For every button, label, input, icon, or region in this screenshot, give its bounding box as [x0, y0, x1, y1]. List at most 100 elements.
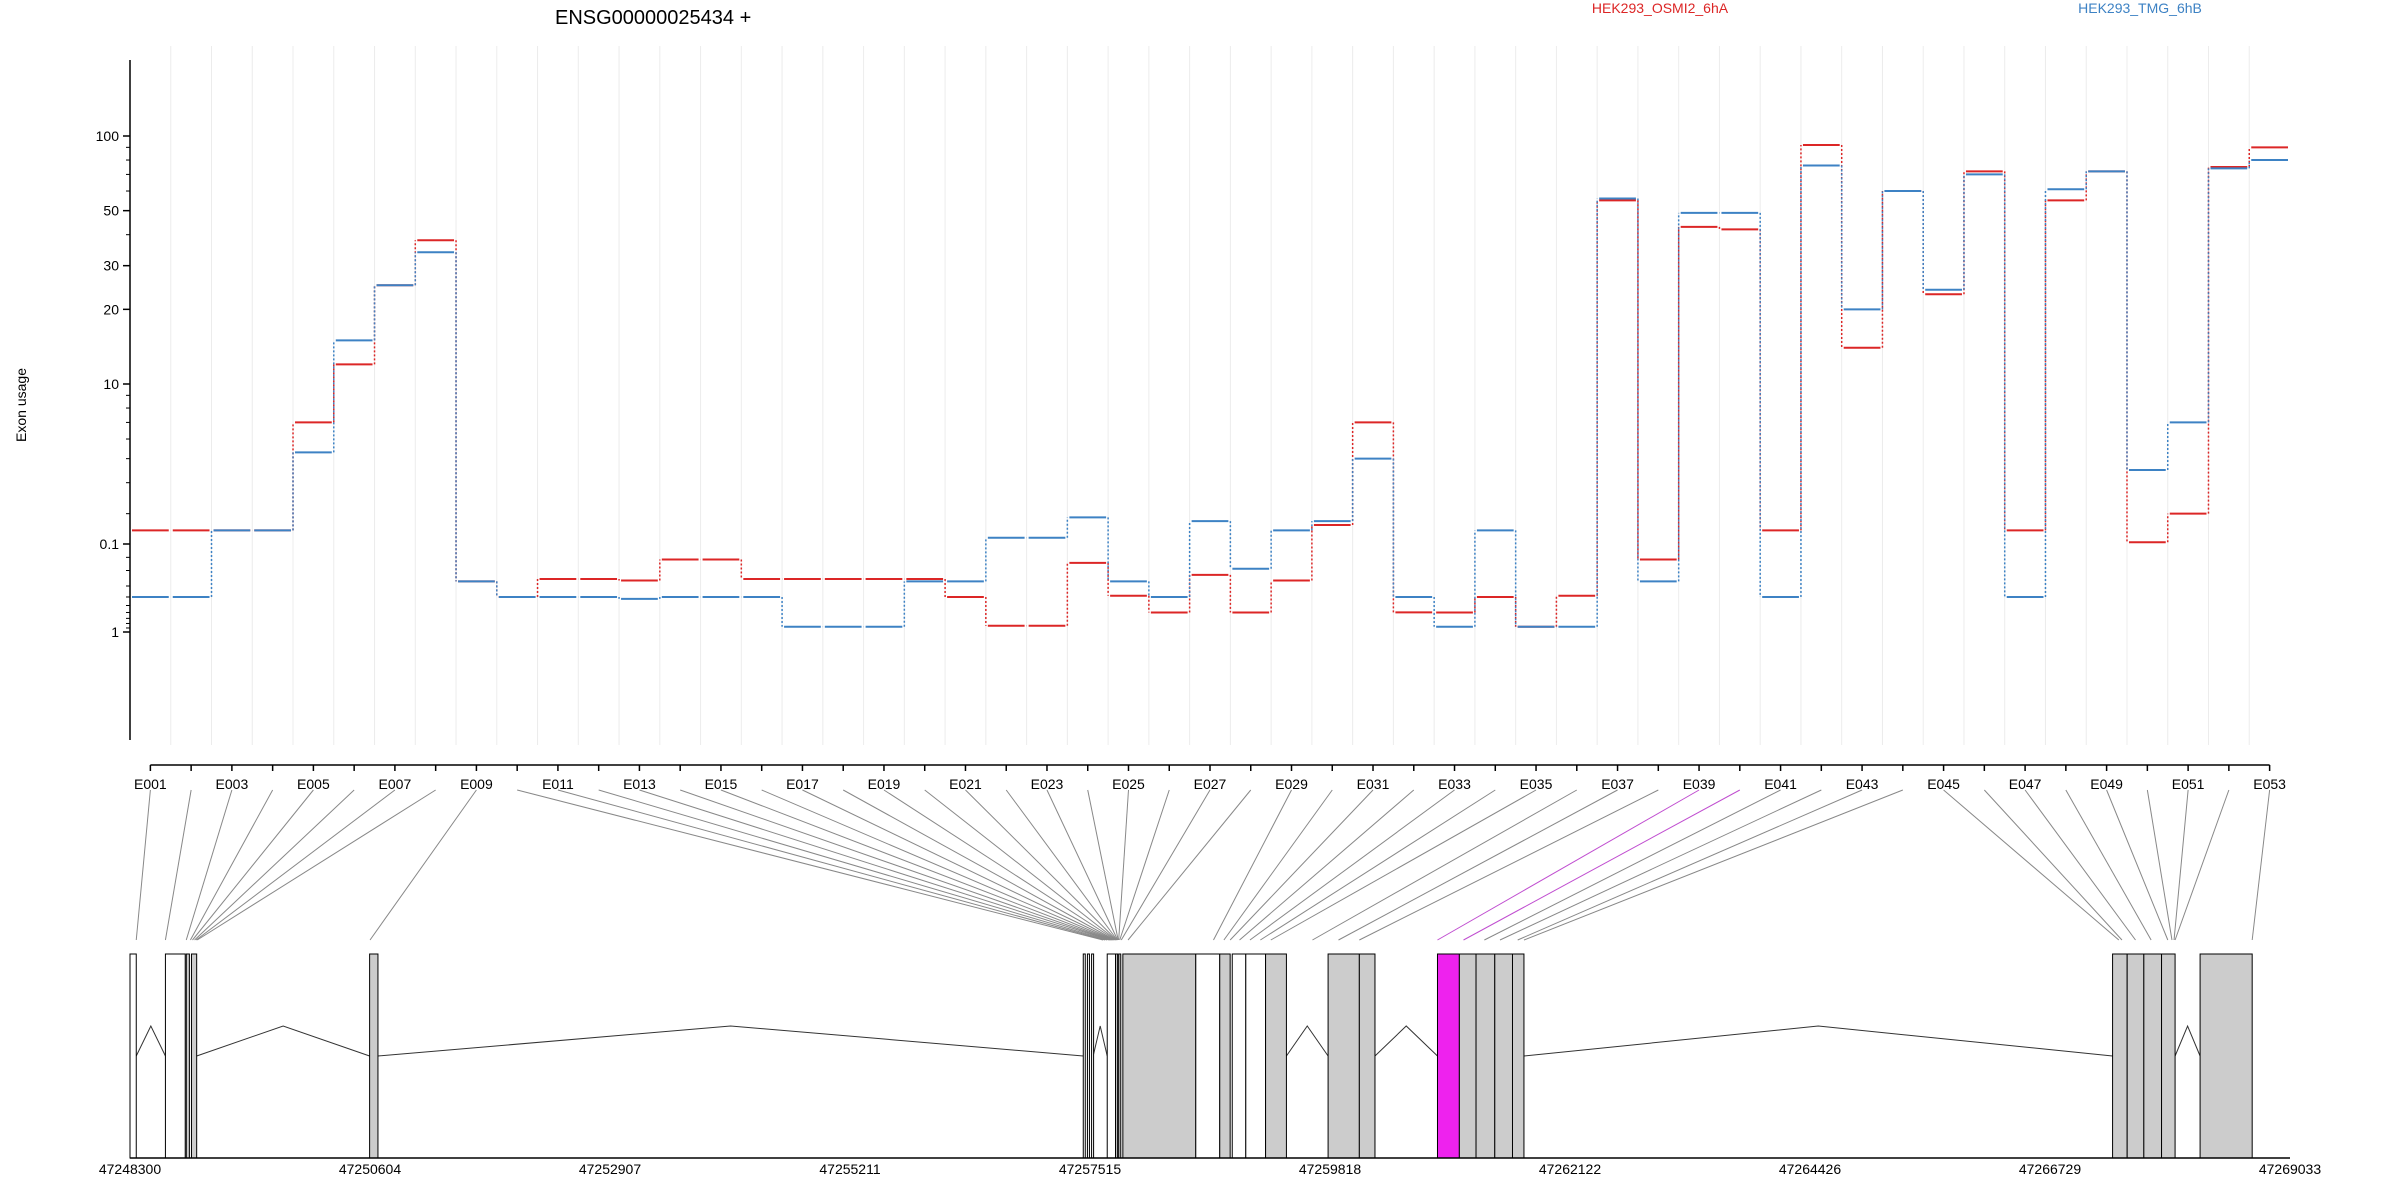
chart-title: ENSG00000025434 + — [555, 7, 751, 29]
exon-connector-line — [1127, 789, 1252, 941]
exon-connector-line — [2174, 789, 2230, 941]
exon-tick-label: E051 — [2172, 776, 2205, 792]
exon-block — [1436, 953, 1460, 1159]
exon-connector-line — [924, 789, 1117, 941]
intron-line — [1374, 1025, 1438, 1057]
series-lines — [132, 143, 2288, 628]
exon-tick-label: E047 — [2009, 776, 2042, 792]
exon-tick-label: E037 — [1601, 776, 1634, 792]
exon-block — [1475, 953, 1496, 1159]
gene-model — [129, 953, 2253, 1159]
exon-connector-line — [2251, 789, 2271, 941]
intron-line — [377, 1025, 1084, 1057]
exon-connector-line — [2146, 789, 2173, 941]
y-axis-label: Exon usage — [13, 368, 29, 442]
exon-connector-line — [1213, 789, 1292, 941]
exon-block — [1082, 953, 1086, 1159]
exon-block — [1118, 953, 1122, 1159]
exon-block — [185, 953, 190, 1159]
exon-block — [1494, 953, 1513, 1159]
exon-connector-line — [1312, 789, 1578, 941]
exon-block — [129, 953, 137, 1159]
exon-connector-line — [557, 789, 1106, 941]
exon-connector-line — [639, 789, 1110, 941]
exon-connector-line — [1005, 789, 1118, 941]
exon-connector-line — [598, 789, 1108, 941]
exon-connector-line — [1249, 789, 1455, 941]
exon-tick-label: E045 — [1927, 776, 1960, 792]
exon-tick-label: E049 — [2090, 776, 2123, 792]
exon-block — [2126, 953, 2145, 1159]
exon-connector-line — [369, 789, 477, 941]
y-tick-label: 1 — [111, 624, 119, 640]
exon-block — [2112, 953, 2128, 1159]
exon-connector-line — [2065, 789, 2152, 941]
intron-line — [1523, 1025, 2113, 1057]
exon-block — [1327, 953, 1360, 1159]
exon-block — [1231, 953, 1247, 1159]
exon-block — [1245, 953, 1267, 1159]
exon-connector-line — [1484, 789, 1781, 941]
exon-connector-line — [189, 789, 274, 941]
exon-connector-line — [1437, 789, 1700, 941]
exon-block — [1115, 953, 1119, 1159]
intron-line — [196, 1025, 370, 1057]
exon-connector-line — [2173, 789, 2189, 941]
exon-connector-line — [194, 789, 355, 941]
exon-block — [1458, 953, 1477, 1159]
exon-connector-line — [135, 789, 151, 941]
genomic-tick-label: 47259818 — [1299, 1161, 1362, 1177]
exon-tick-label: E021 — [949, 776, 982, 792]
legend-label-tmg: HEK293_TMG_6hB — [2078, 0, 2202, 16]
exon-tick-label: E025 — [1112, 776, 1145, 792]
genomic-axis: 47248300 47250604 47252907 47255211 47257515… — [99, 1157, 2321, 1177]
exon-tick-label: E031 — [1357, 776, 1390, 792]
exon-connector-line — [1517, 789, 1863, 941]
exon-tick-label: E023 — [1031, 776, 1064, 792]
y-tick-label: 10 — [103, 376, 119, 392]
exon-connector-line — [196, 789, 436, 941]
exon-connector-line — [680, 789, 1111, 941]
exon-connector-line — [1338, 789, 1618, 941]
y-tick-label: 30 — [103, 258, 119, 274]
exon-connector-line — [802, 789, 1114, 941]
genomic-tick-label: 47257515 — [1059, 1161, 1122, 1177]
exon-connector-line — [720, 789, 1112, 941]
exon-tick-label: E001 — [134, 776, 167, 792]
exon-connector-line — [883, 789, 1116, 941]
exon-tick-label: E009 — [460, 776, 493, 792]
exon-connector-line — [1046, 789, 1119, 941]
y-tick-label: 50 — [103, 203, 119, 219]
exon-connector-line — [1118, 789, 1129, 941]
exon-connector-line — [842, 789, 1115, 941]
exon-tick-label: E041 — [1764, 776, 1797, 792]
exon-connector-line — [192, 789, 314, 941]
exon-connector-line — [185, 789, 233, 941]
exon-block — [2161, 953, 2176, 1159]
y-tick-label: 0.1 — [100, 536, 120, 552]
exon-block — [1511, 953, 1525, 1159]
exon-tick-label: E019 — [868, 776, 901, 792]
exon-tick-label: E035 — [1520, 776, 1553, 792]
exon-connector-line — [1229, 789, 1374, 941]
exon-tick-label: E005 — [297, 776, 330, 792]
exon-block — [1106, 953, 1117, 1159]
exon-block — [1265, 953, 1287, 1159]
exon-tick-label: E043 — [1846, 776, 1879, 792]
genomic-tick-label: 47255211 — [819, 1161, 880, 1177]
exon-connector-line — [761, 789, 1113, 941]
y-tick-label: 20 — [103, 301, 119, 317]
legend-label-osmi2: HEK293_OSMI2_6hA — [1592, 0, 1729, 16]
exon-connector-line — [195, 789, 396, 941]
exon-connector-line — [1223, 789, 1333, 941]
exon-connector-line — [164, 789, 192, 941]
exon-connector-line — [1359, 789, 1659, 941]
genomic-tick-label: 47266729 — [2019, 1161, 2082, 1177]
exon-tick-label: E013 — [623, 776, 656, 792]
exon-connector-line — [1260, 789, 1496, 941]
y-tick-label: 100 — [96, 128, 120, 144]
exon-block — [2199, 953, 2253, 1159]
exon-connector-line — [1270, 789, 1537, 941]
exon-tick-label: E039 — [1683, 776, 1716, 792]
